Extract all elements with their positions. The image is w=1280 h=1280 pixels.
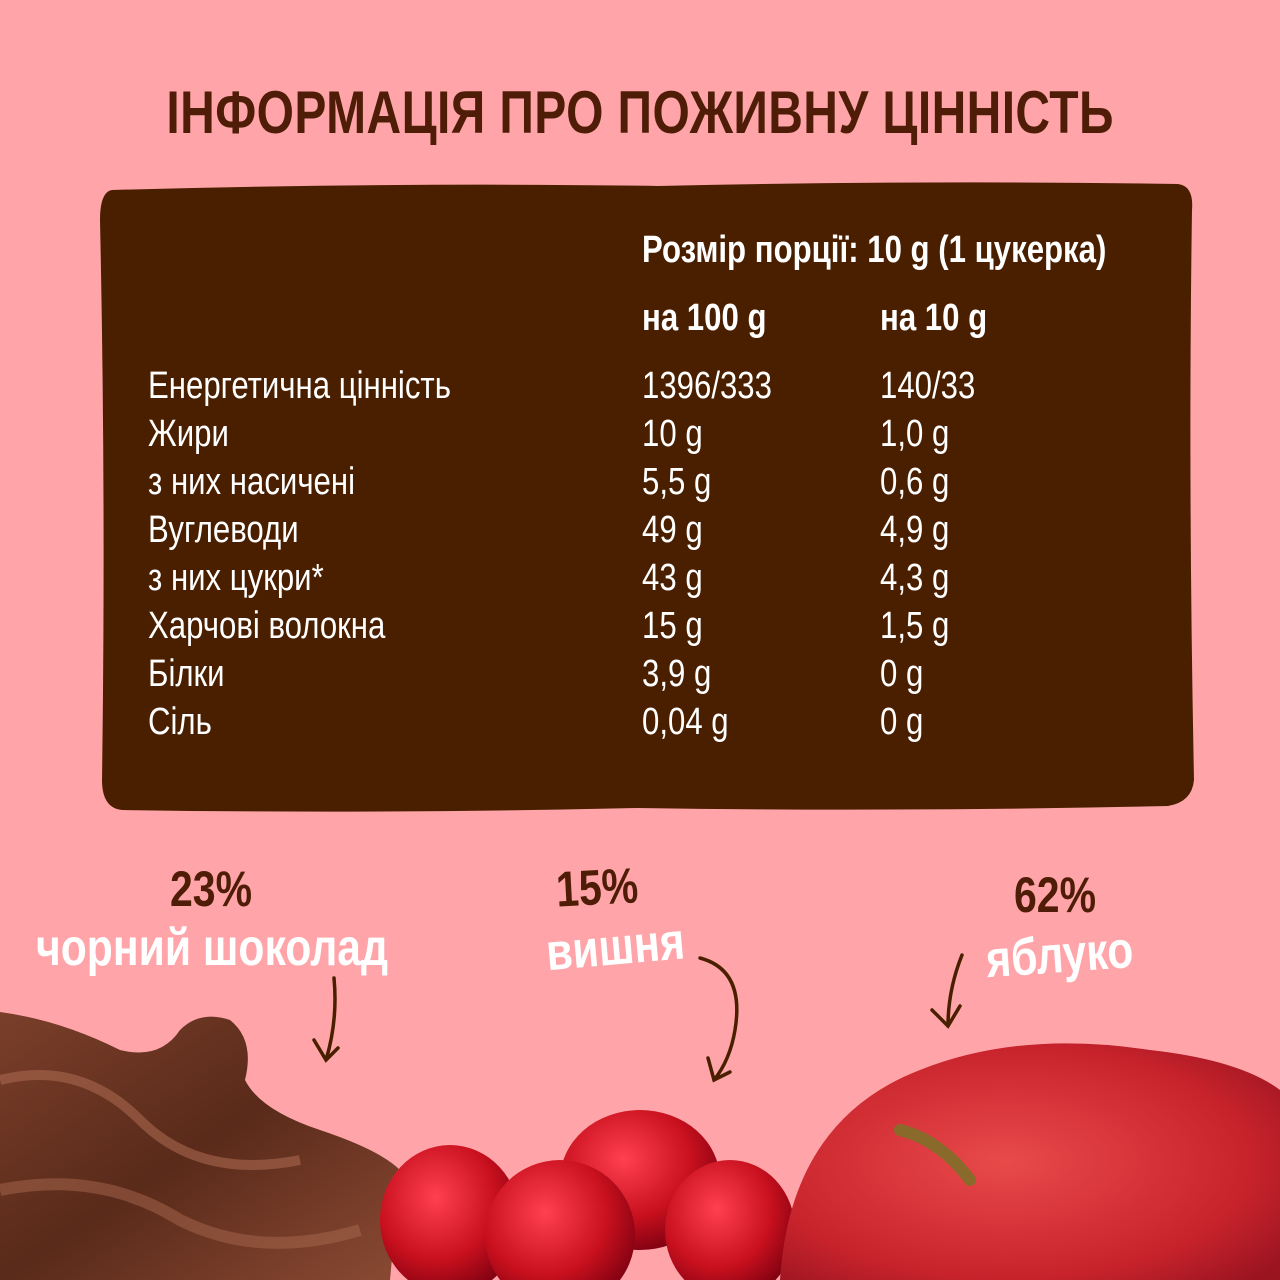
row-per10: 4,3 g — [880, 557, 950, 599]
row-per100: 5,5 g — [642, 461, 712, 503]
row-per100: 15 g — [642, 605, 703, 647]
row-per10: 0 g — [880, 701, 924, 743]
row-label: Жири — [148, 413, 229, 455]
chocolate-swirl-image — [0, 1012, 400, 1280]
row-label: Вуглеводи — [148, 509, 299, 551]
page-title: ІНФОРМАЦІЯ ПРО ПОЖИВНУ ЦІННІСТЬ — [166, 79, 1114, 146]
row-label: Сіль — [148, 701, 212, 743]
row-label: Білки — [148, 653, 225, 695]
ingredient-percent: 62% — [1014, 867, 1097, 923]
row-per10: 1,5 g — [880, 605, 950, 647]
row-per100: 43 g — [642, 557, 703, 599]
row-per100: 10 g — [642, 413, 703, 455]
row-per100: 49 g — [642, 509, 703, 551]
row-per100: 3,9 g — [642, 653, 712, 695]
cherries-image — [380, 1110, 795, 1280]
nutrition-panel-bg — [100, 182, 1194, 812]
serving-size: Розмір порції: 10 g (1 цукерка) — [642, 229, 1107, 271]
row-per10: 140/33 — [880, 365, 976, 407]
ingredient-name: яблуко — [984, 921, 1136, 990]
ingredient-percent: 15% — [554, 857, 640, 918]
row-label: з них цукри* — [148, 557, 324, 599]
row-per10: 0,6 g — [880, 461, 950, 503]
arrow-cherry-icon — [698, 956, 739, 1083]
column-header-per-100g: на 100 g — [642, 297, 767, 339]
apple-image — [780, 1043, 1280, 1280]
ingredient-percent: 23% — [170, 861, 253, 917]
ingredient-name: чорний шоколад — [36, 919, 389, 977]
column-header-per-10g: на 10 g — [880, 297, 988, 339]
row-label: Енергетична цінність — [148, 365, 451, 407]
row-per10: 1,0 g — [880, 413, 950, 455]
row-label: з них насичені — [148, 461, 356, 503]
row-per10: 0 g — [880, 653, 924, 695]
row-per10: 4,9 g — [880, 509, 950, 551]
ingredient-name: вишня — [543, 912, 687, 983]
row-per100: 0,04 g — [642, 701, 729, 743]
row-label: Харчові волокна — [148, 605, 386, 647]
arrow-apple-icon — [930, 953, 964, 1029]
row-per100: 1396/333 — [642, 365, 772, 407]
